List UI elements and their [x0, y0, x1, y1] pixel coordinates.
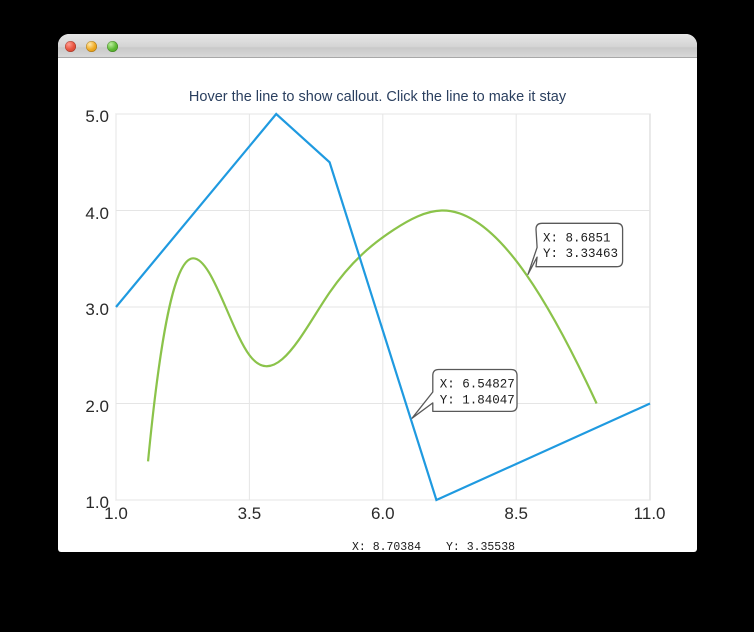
svg-text:X: 6.54827: X: 6.54827: [440, 378, 515, 392]
svg-text:X: 8.6851: X: 8.6851: [543, 231, 611, 245]
svg-text:Y: 1.84047: Y: 1.84047: [440, 393, 515, 407]
svg-text:Y: 3.33463: Y: 3.33463: [543, 247, 618, 261]
